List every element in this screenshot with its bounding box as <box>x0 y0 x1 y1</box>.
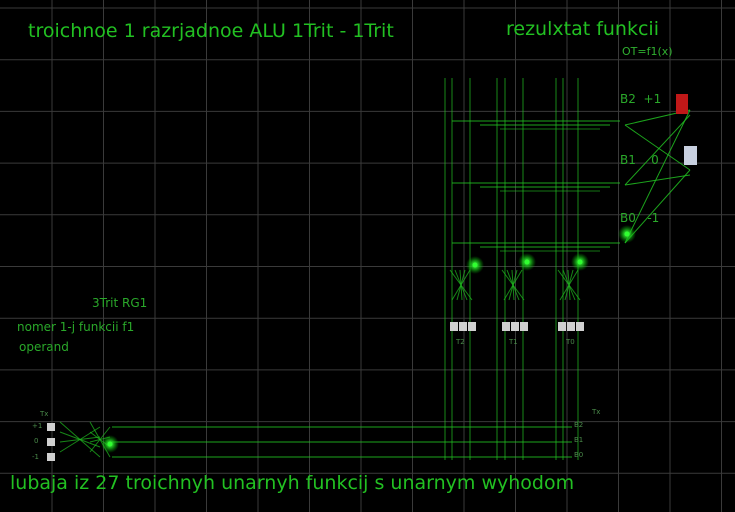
selector-switch <box>468 322 476 331</box>
circuit-title: troichnoe 1 razrjadnoe ALU 1Trit - 1Trit <box>28 20 394 42</box>
active-node <box>624 231 630 237</box>
input-level-zero: 0 <box>34 437 39 445</box>
bus-line-b0: B0 <box>574 451 584 459</box>
output-b0-label: B0 -1 <box>620 211 660 225</box>
wire <box>503 269 523 301</box>
selector-label-t0: T0 <box>566 338 575 346</box>
function-label: nomer 1-j funkcii f1 <box>17 320 135 334</box>
input-switch <box>47 423 55 431</box>
operand-label: operand <box>19 340 69 354</box>
wire <box>451 269 471 301</box>
active-node <box>524 259 530 265</box>
wire <box>89 426 111 453</box>
selector-switch <box>576 322 584 331</box>
input-label: Tx <box>40 410 49 418</box>
output-b1-label: B1 0 <box>620 153 659 167</box>
selector-switch <box>511 322 519 331</box>
selector-switch <box>520 322 528 331</box>
bus-label: Tx <box>592 408 601 416</box>
selector-switch <box>567 322 575 331</box>
active-node <box>472 262 478 268</box>
wire <box>624 109 691 244</box>
led-white <box>684 146 697 165</box>
wire <box>624 124 691 171</box>
bus-line-b2: B2 <box>574 421 584 429</box>
selector-switch <box>558 322 566 331</box>
selector-label-t1: T1 <box>509 338 518 346</box>
input-switch <box>47 453 55 461</box>
output-b2-label: B2 +1 <box>620 92 662 106</box>
selector-switch <box>450 322 458 331</box>
register-label: 3Trit RG1 <box>92 296 148 310</box>
wire <box>624 114 691 186</box>
wire <box>59 426 101 453</box>
result-title: rezulxtat funkcii <box>506 18 659 40</box>
active-node <box>107 441 113 447</box>
selector-switch <box>502 322 510 331</box>
led-red <box>676 94 688 114</box>
selector-switch <box>459 322 467 331</box>
bus-line-b1: B1 <box>574 436 584 444</box>
wire <box>624 169 691 244</box>
footer-caption: lubaja iz 27 troichnyh unarnyh funkcij s… <box>10 472 575 494</box>
input-switch <box>47 438 55 446</box>
input-level-plus: +1 <box>32 422 43 430</box>
wire <box>624 174 691 186</box>
result-formula: OT=f1(x) <box>622 45 673 58</box>
input-level-minus: -1 <box>32 453 39 461</box>
active-node <box>577 259 583 265</box>
selector-label-t2: T2 <box>456 338 465 346</box>
wire <box>559 269 579 301</box>
